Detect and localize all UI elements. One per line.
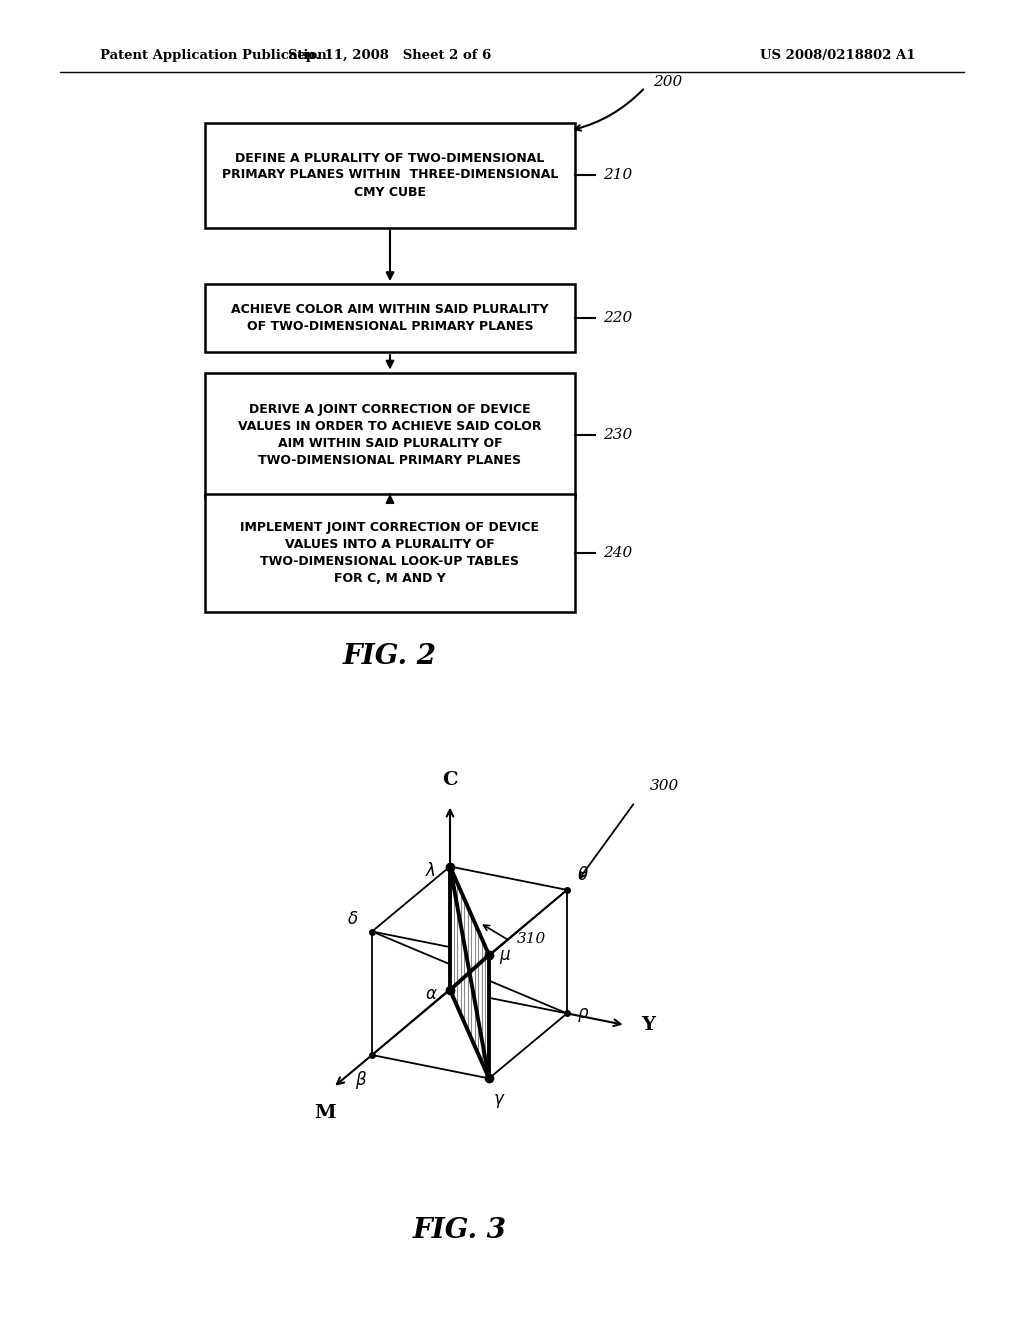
FancyBboxPatch shape — [205, 284, 575, 352]
Text: M: M — [314, 1104, 336, 1122]
Text: 300: 300 — [650, 779, 679, 793]
Text: IMPLEMENT JOINT CORRECTION OF DEVICE
VALUES INTO A PLURALITY OF
TWO-DIMENSIONAL : IMPLEMENT JOINT CORRECTION OF DEVICE VAL… — [241, 521, 540, 585]
Text: ACHIEVE COLOR AIM WITHIN SAID PLURALITY
OF TWO-DIMENSIONAL PRIMARY PLANES: ACHIEVE COLOR AIM WITHIN SAID PLURALITY … — [231, 304, 549, 333]
Text: C: C — [442, 771, 458, 789]
Polygon shape — [450, 866, 489, 1078]
Text: $\mu$: $\mu$ — [499, 948, 511, 966]
Text: $\gamma$: $\gamma$ — [493, 1093, 506, 1110]
Text: US 2008/0218802 A1: US 2008/0218802 A1 — [760, 49, 915, 62]
Text: DEFINE A PLURALITY OF TWO-DIMENSIONAL
PRIMARY PLANES WITHIN  THREE-DIMENSIONAL
C: DEFINE A PLURALITY OF TWO-DIMENSIONAL PR… — [222, 152, 558, 198]
Text: DERIVE A JOINT CORRECTION OF DEVICE
VALUES IN ORDER TO ACHIEVE SAID COLOR
AIM WI: DERIVE A JOINT CORRECTION OF DEVICE VALU… — [239, 403, 542, 467]
Text: 230: 230 — [603, 428, 632, 442]
FancyBboxPatch shape — [205, 123, 575, 227]
Text: 220: 220 — [603, 312, 632, 325]
Text: $\lambda$: $\lambda$ — [425, 862, 436, 879]
FancyBboxPatch shape — [205, 372, 575, 498]
Text: 240: 240 — [603, 546, 632, 560]
Text: FIG. 2: FIG. 2 — [343, 644, 437, 671]
Text: $\delta$: $\delta$ — [346, 909, 358, 928]
Text: Sep. 11, 2008   Sheet 2 of 6: Sep. 11, 2008 Sheet 2 of 6 — [289, 49, 492, 62]
Text: 310: 310 — [516, 932, 546, 945]
Text: $\alpha$: $\alpha$ — [425, 985, 438, 1003]
Text: $\theta$: $\theta$ — [577, 866, 589, 884]
Text: FIG. 3: FIG. 3 — [413, 1217, 507, 1243]
FancyBboxPatch shape — [205, 494, 575, 612]
Text: Y: Y — [641, 1016, 655, 1034]
Text: Patent Application Publication: Patent Application Publication — [100, 49, 327, 62]
Text: $\rho$: $\rho$ — [577, 1006, 590, 1024]
Text: $\beta$: $\beta$ — [355, 1069, 367, 1092]
Text: 200: 200 — [653, 75, 682, 90]
Text: 210: 210 — [603, 168, 632, 182]
